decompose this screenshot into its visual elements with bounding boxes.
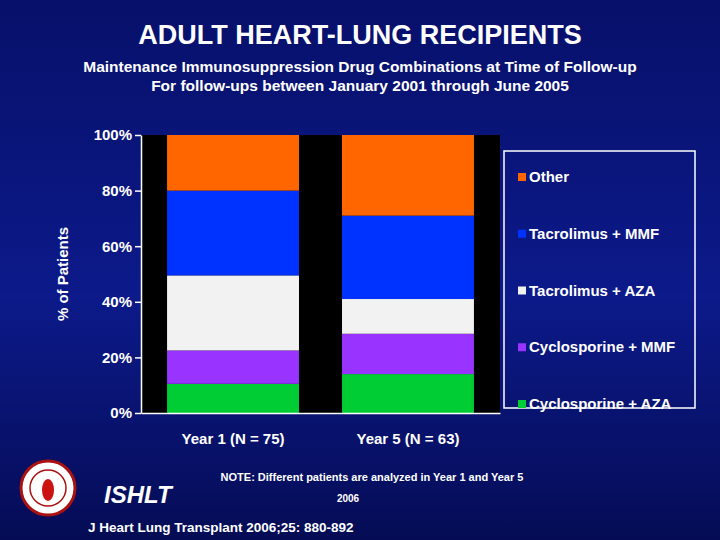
y-tick-label: 40% (102, 293, 132, 310)
x-axis-line (142, 413, 501, 415)
legend-swatch (518, 343, 526, 351)
y-axis: 0% 20% 40% 60% 80% 100% (94, 126, 142, 421)
y-tick: 60% (102, 238, 141, 255)
bar-segment (167, 275, 299, 350)
org: ISHLT (104, 481, 174, 508)
logo (21, 461, 75, 515)
y-axis-title: % of Patients (54, 227, 71, 321)
logo-heart (42, 479, 54, 501)
background (0, 0, 720, 540)
y-tick-label: 20% (102, 349, 132, 366)
y-tick-mark (135, 357, 141, 359)
y-tick-label: 100% (94, 126, 132, 143)
y-tick-label: 60% (102, 238, 132, 255)
legend-swatch (518, 230, 526, 238)
y-tick-label: 0% (110, 404, 132, 421)
source: J Heart Lung Transplant 2006;25: 880-892 (88, 520, 354, 535)
title: ADULT HEART-LUNG RECIPIENTS (138, 20, 582, 50)
subtitle: Maintenance Immunosuppression Drug Combi… (83, 58, 636, 75)
x-tick: Year 5 (N = 63) (356, 413, 459, 447)
legend-label: Tacrolimus + MMF (529, 225, 659, 242)
y-tick-mark (135, 302, 141, 304)
legend-label: Tacrolimus + AZA (529, 282, 655, 299)
y-axis-line (141, 136, 143, 414)
legend-label: Cyclosporine + AZA (529, 395, 672, 412)
legend-swatch (518, 287, 526, 295)
legend-label: Cyclosporine + MMF (529, 338, 675, 355)
bar-segment (342, 135, 474, 216)
legend-frame (504, 151, 695, 408)
y-tick-label: 80% (102, 182, 132, 199)
bar-segment (167, 191, 299, 276)
y-tick: 100% (94, 126, 141, 143)
plot-area (141, 135, 500, 413)
y-tick-mark (135, 190, 141, 192)
y-tick-mark (135, 246, 141, 248)
bar-segment (167, 350, 299, 383)
bar-segment (342, 299, 474, 334)
x-tick: Year 1 (N = 75) (182, 413, 285, 447)
x-axis: Year 1 (N = 75) Year 5 (N = 63) (142, 413, 501, 447)
year: 2006 (337, 493, 360, 504)
y-tick: 40% (102, 293, 141, 310)
legend: Other Tacrolimus + MMF Tacrolimus + AZA Cyc… (504, 151, 695, 412)
slide: ADULT HEART-LUNG RECIPIENTS Maintenance I… (0, 0, 720, 540)
y-tick-mark (135, 413, 141, 415)
x-tick-label: Year 5 (N = 63) (356, 430, 459, 447)
legend-label: Other (529, 168, 569, 185)
y-tick: 0% (110, 404, 141, 421)
bar-segment (342, 216, 474, 299)
x-tick-label: Year 1 (N = 75) (182, 430, 285, 447)
subtitle: For follow-ups between January 2001 thro… (151, 77, 569, 94)
logo-ring (21, 461, 75, 515)
y-tick: 80% (102, 182, 141, 199)
y-tick-mark (135, 135, 141, 137)
bar-segment (167, 384, 299, 413)
bar-segment (342, 334, 474, 374)
bar-segment (167, 135, 299, 191)
y-tick: 20% (102, 349, 141, 366)
legend-swatch (518, 173, 526, 181)
legend-swatch (518, 400, 526, 408)
logo-inner (30, 470, 66, 506)
bars (167, 135, 474, 413)
bar-segment (342, 374, 474, 413)
note: NOTE: Different patients are analyzed in… (221, 471, 524, 483)
